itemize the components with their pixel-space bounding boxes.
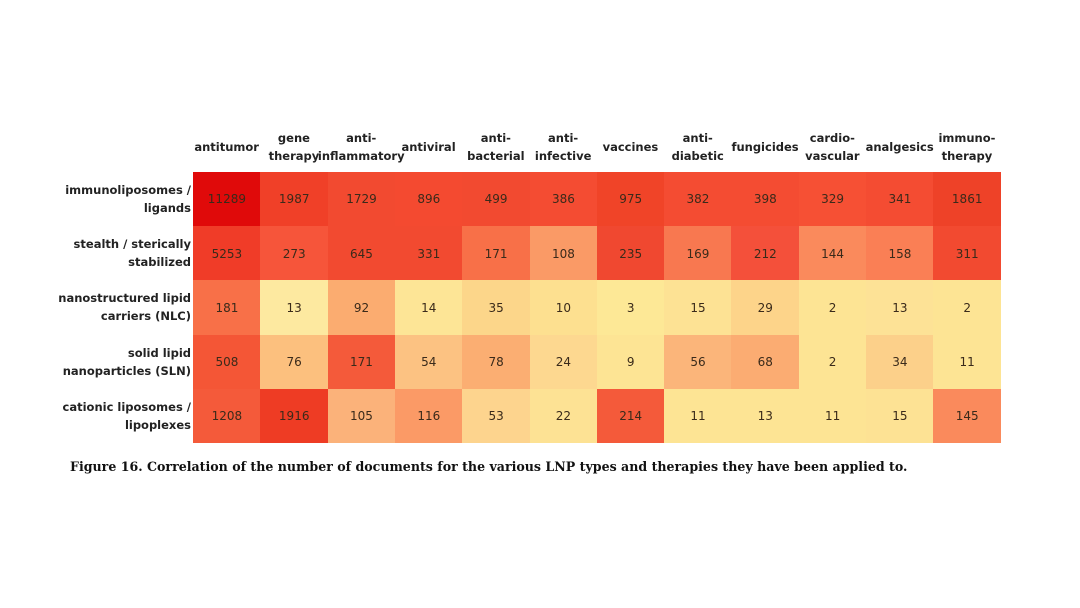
heatmap-cell: 11	[933, 334, 1002, 390]
row-label: cationic liposomes / lipoplexes	[62, 399, 191, 432]
column-label: anti- infective	[534, 131, 592, 163]
heatmap-cell: 13	[866, 280, 934, 336]
heatmap-cell: 1916	[260, 388, 329, 444]
column-label: anti- inflammatory	[317, 131, 405, 163]
heatmap-cell: 2	[798, 334, 867, 390]
heatmap-cell: 145	[933, 388, 1002, 444]
heatmap-cell: 171	[462, 226, 530, 281]
figure-caption: Figure 16. Correlation of the number of …	[70, 459, 908, 474]
row-label: nanostructured lipid carriers (NLC)	[58, 291, 191, 324]
heatmap-cell: 2	[798, 280, 867, 336]
heatmap-cell: 11	[664, 388, 732, 444]
heatmap-cell: 181	[193, 280, 261, 336]
column-label: analgesics	[865, 140, 934, 154]
column-label: immuno- therapy	[938, 131, 996, 163]
heatmap-cell: 273	[260, 226, 329, 281]
column-label: gene therapy	[268, 131, 320, 163]
heatmap-cell: 76	[260, 334, 329, 390]
heatmap-cell: 144	[798, 226, 867, 281]
column-label: anti- diabetic	[671, 131, 724, 163]
heatmap-cell: 1987	[260, 172, 329, 227]
column-label: cardio- vascular	[805, 131, 860, 163]
heatmap-cell: 311	[933, 226, 1002, 281]
heatmap-cell: 35	[462, 280, 530, 336]
heatmap-cell: 382	[664, 172, 732, 227]
heatmap-cell: 53	[462, 388, 530, 444]
column-label: antiviral	[401, 140, 456, 154]
heatmap-cell: 386	[529, 172, 598, 227]
column-label: anti- bacterial	[467, 131, 525, 163]
heatmap-cell: 1861	[933, 172, 1002, 227]
heatmap-cell: 2	[933, 280, 1002, 336]
row-label: immunoliposomes / ligands	[65, 183, 191, 216]
row-label: solid lipid nanoparticles (SLN)	[62, 345, 191, 378]
heatmap-cell: 235	[596, 226, 665, 281]
heatmap-cell: 398	[731, 172, 800, 227]
heatmap-cell: 10	[529, 280, 598, 336]
heatmap-cell: 108	[529, 226, 598, 281]
heatmap-cell: 78	[462, 334, 530, 390]
heatmap-cell: 15	[866, 388, 934, 444]
heatmap-cell: 56	[664, 334, 732, 390]
heatmap-cell: 896	[394, 172, 463, 227]
heatmap-cell: 15	[664, 280, 732, 336]
heatmap-cell: 975	[596, 172, 665, 227]
heatmap-cell: 34	[866, 334, 934, 390]
heatmap-cell: 54	[394, 334, 463, 390]
column-label: antitumor	[194, 140, 259, 154]
heatmap-cell: 22	[529, 388, 598, 444]
heatmap-cell: 11	[798, 388, 867, 444]
heatmap-cell: 5253	[193, 226, 261, 281]
row-label: stealth / sterically stabilized	[73, 237, 191, 270]
heatmap-cell: 11289	[193, 172, 261, 227]
heatmap-cell: 212	[731, 226, 800, 281]
heatmap-cell: 24	[529, 334, 598, 390]
heatmap-cell: 68	[731, 334, 800, 390]
heatmap-cell: 169	[664, 226, 732, 281]
heatmap-cell: 92	[327, 280, 396, 336]
column-label: vaccines	[602, 140, 659, 154]
heatmap-cell: 158	[866, 226, 934, 281]
heatmap-cell: 171	[327, 334, 396, 390]
heatmap-cell: 29	[731, 280, 800, 336]
column-label: fungicides	[731, 140, 799, 154]
heatmap-cell: 645	[327, 226, 396, 281]
heatmap-cell: 508	[193, 334, 261, 390]
heatmap-cell: 341	[866, 172, 934, 227]
heatmap-cell: 329	[798, 172, 867, 227]
heatmap-cell: 9	[596, 334, 665, 390]
heatmap-cell: 14	[394, 280, 463, 336]
heatmap-cell: 331	[394, 226, 463, 281]
heatmap-cell: 116	[394, 388, 463, 444]
heatmap-cell: 13	[731, 388, 800, 444]
heatmap-cell: 214	[596, 388, 665, 444]
heatmap-cell: 3	[596, 280, 665, 336]
heatmap-cell: 13	[260, 280, 329, 336]
heatmap-cell: 1729	[327, 172, 396, 227]
heatmap-cell: 105	[327, 388, 396, 444]
heatmap-cell: 1208	[193, 388, 261, 444]
heatmap-cell: 499	[462, 172, 530, 227]
